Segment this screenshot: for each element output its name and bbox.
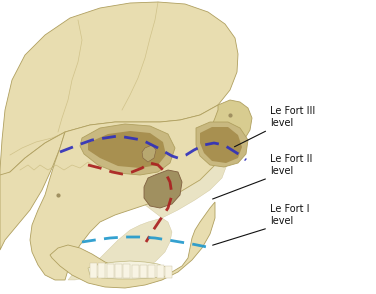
Polygon shape bbox=[88, 261, 168, 279]
Text: Le Fort III
level: Le Fort III level bbox=[270, 106, 315, 128]
Polygon shape bbox=[99, 263, 105, 278]
Polygon shape bbox=[115, 264, 122, 278]
Text: Le Fort II
level: Le Fort II level bbox=[270, 153, 312, 176]
Polygon shape bbox=[165, 266, 172, 278]
Polygon shape bbox=[30, 105, 228, 280]
Polygon shape bbox=[107, 264, 114, 278]
Polygon shape bbox=[200, 127, 242, 163]
Polygon shape bbox=[142, 145, 156, 162]
Polygon shape bbox=[123, 264, 130, 278]
Polygon shape bbox=[0, 2, 238, 180]
Polygon shape bbox=[88, 131, 166, 168]
Polygon shape bbox=[196, 122, 248, 167]
Polygon shape bbox=[80, 124, 175, 175]
Polygon shape bbox=[149, 265, 155, 278]
Polygon shape bbox=[132, 265, 139, 278]
Polygon shape bbox=[0, 132, 65, 250]
Polygon shape bbox=[210, 100, 252, 152]
Polygon shape bbox=[140, 265, 147, 278]
Polygon shape bbox=[50, 202, 215, 288]
Text: Le Fort I
level: Le Fort I level bbox=[270, 204, 309, 226]
Polygon shape bbox=[68, 130, 230, 280]
Polygon shape bbox=[90, 263, 97, 278]
Polygon shape bbox=[144, 170, 182, 208]
Polygon shape bbox=[157, 265, 164, 278]
